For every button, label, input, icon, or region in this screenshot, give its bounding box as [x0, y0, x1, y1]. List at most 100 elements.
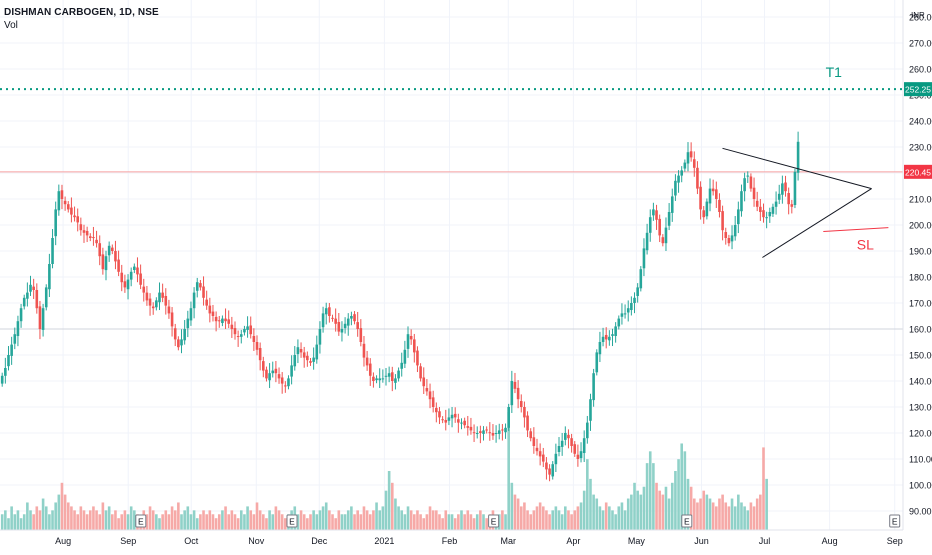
volume-bar — [362, 506, 366, 530]
volume-bar — [51, 510, 54, 530]
volume-bar — [435, 510, 438, 530]
volume-bar — [299, 510, 303, 530]
candle-body — [598, 342, 602, 355]
volume-bar — [620, 502, 624, 530]
candle-body — [180, 339, 183, 346]
candle-body — [721, 211, 724, 231]
volume-bar — [271, 514, 275, 530]
volume-bar — [41, 498, 45, 530]
volume-bar — [98, 514, 102, 530]
volume-bar — [92, 506, 95, 530]
candle-body — [315, 344, 319, 360]
candle-body — [516, 387, 520, 400]
volume-bar — [155, 514, 158, 530]
candle-body — [183, 329, 186, 341]
volume-bar — [457, 514, 460, 530]
candle-body — [573, 444, 577, 454]
volume-bar — [598, 506, 602, 530]
x-tick-label: Sep — [120, 536, 136, 546]
candle-body — [796, 141, 800, 173]
candle-body — [381, 378, 385, 380]
volume-bar — [485, 518, 488, 530]
candle-body — [592, 373, 595, 401]
volume-bar — [617, 506, 621, 530]
volume-bar — [321, 506, 325, 530]
volume-bar — [447, 514, 451, 530]
candle-body — [284, 385, 287, 387]
volume-bar — [170, 506, 174, 530]
candle-body — [755, 200, 759, 207]
candle-body — [784, 182, 787, 192]
volume-bar — [318, 510, 322, 530]
volume-bar — [277, 510, 281, 530]
currency-label: INR — [911, 11, 925, 20]
volume-bar — [48, 514, 51, 530]
candle-body — [331, 317, 334, 319]
volume-bar — [123, 510, 127, 530]
earnings-label: E — [491, 517, 497, 527]
volume-bar — [365, 510, 369, 530]
candle-body — [63, 200, 67, 205]
candle-body — [507, 407, 510, 428]
candle-body — [211, 311, 215, 316]
volume-bar — [85, 514, 89, 530]
candle-body — [699, 186, 702, 210]
candle-body — [365, 357, 369, 366]
candle-body — [661, 237, 665, 244]
volume-bar — [658, 490, 661, 530]
volume-bar — [312, 510, 315, 530]
volume-bar — [589, 478, 592, 530]
volume-bar — [469, 514, 473, 530]
candle-body — [262, 361, 265, 371]
candle-body — [545, 462, 548, 470]
volume-bar — [737, 494, 740, 530]
volume-bar — [60, 482, 64, 530]
candle-body — [92, 237, 95, 239]
volume-bar — [648, 451, 652, 530]
candle-body — [633, 297, 636, 303]
candle-body — [120, 272, 124, 283]
earnings-marker — [286, 514, 298, 528]
volume-bar — [26, 502, 29, 530]
candle-body — [161, 292, 164, 298]
price-level-value: 252.25 — [905, 85, 931, 95]
candle-body — [205, 299, 208, 306]
volume-bar — [516, 498, 520, 530]
volume-bar — [54, 502, 57, 530]
y-tick-label: 140.00 — [909, 377, 932, 387]
volume-bar — [630, 494, 633, 530]
candle-body — [652, 209, 655, 216]
volume-bar — [13, 514, 17, 530]
volume-bar — [708, 498, 712, 530]
candle-body — [164, 295, 168, 306]
volume-bar — [340, 514, 344, 530]
candle-body — [10, 344, 13, 356]
volume-bar — [353, 514, 356, 530]
volume-bar — [70, 506, 73, 530]
volume-bar — [403, 514, 407, 530]
candle-body — [403, 349, 407, 364]
candle-body — [372, 376, 375, 381]
volume-bar — [482, 514, 485, 530]
volume-bar — [406, 506, 410, 530]
candle-body — [236, 336, 240, 338]
volume-bar — [35, 506, 39, 530]
candle-body — [519, 401, 523, 407]
volume-bar — [252, 514, 256, 530]
candle-body — [95, 239, 98, 244]
candle-body — [151, 306, 155, 309]
candle-body — [368, 363, 372, 376]
y-tick-label: 210.00 — [909, 195, 932, 205]
chart-annotation: SL — [857, 237, 874, 253]
candle-body — [648, 217, 652, 233]
candle-body — [765, 217, 768, 219]
candle-body — [221, 318, 224, 324]
x-tick-label: Jul — [759, 536, 771, 546]
volume-bar — [595, 498, 599, 530]
volume-bar — [192, 510, 196, 530]
volume-bar — [158, 518, 161, 530]
candle-body — [460, 422, 463, 424]
candle-body — [692, 159, 696, 168]
